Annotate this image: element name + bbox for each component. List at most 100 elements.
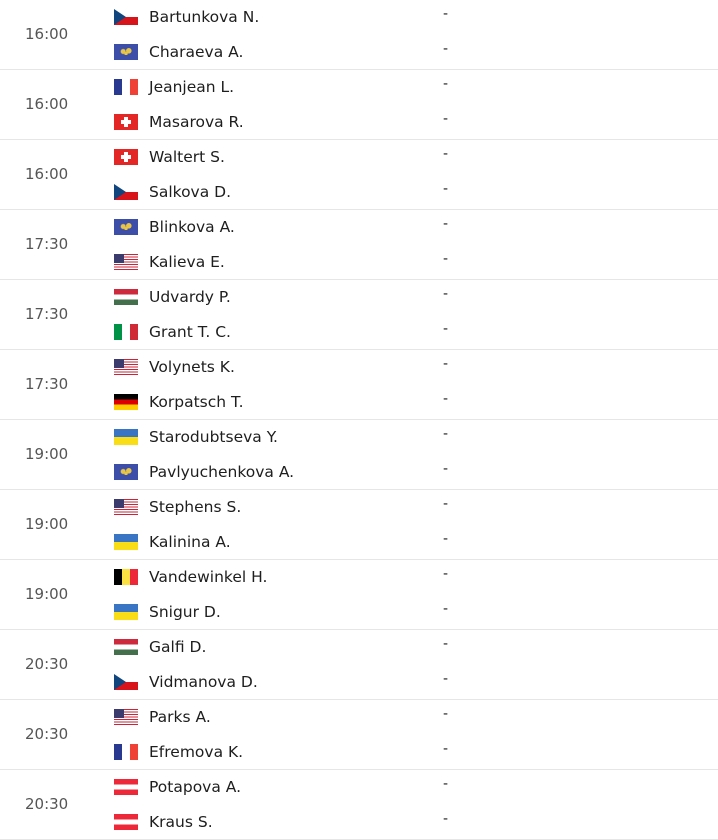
player: Salkova D. bbox=[114, 182, 231, 202]
flag-us-icon bbox=[114, 499, 138, 515]
flag-ch-icon bbox=[114, 114, 138, 130]
player-name: Volynets K. bbox=[149, 358, 235, 376]
player-score: - bbox=[443, 776, 449, 792]
player-name: Kraus S. bbox=[149, 813, 213, 831]
player: Waltert S. bbox=[114, 147, 225, 167]
player-name: Korpatsch T. bbox=[149, 393, 244, 411]
player-score: - bbox=[443, 531, 449, 547]
player-name: Bartunkova N. bbox=[149, 8, 260, 26]
flag-world-icon bbox=[114, 219, 138, 235]
player: Snigur D. bbox=[114, 602, 221, 622]
flag-ch-icon bbox=[114, 149, 138, 165]
flag-us-icon bbox=[114, 254, 138, 270]
match-row[interactable]: 16:00 Jeanjean L. - Masarova R. - bbox=[0, 70, 718, 140]
player: Kraus S. bbox=[114, 812, 213, 832]
match-time: 16:00 bbox=[25, 25, 69, 43]
player-name: Starodubtseva Y. bbox=[149, 428, 278, 446]
player-name: Waltert S. bbox=[149, 148, 225, 166]
player-name: Salkova D. bbox=[149, 183, 232, 201]
flag-world-icon bbox=[114, 44, 138, 60]
flag-fr-icon bbox=[114, 744, 138, 760]
player-score: - bbox=[443, 181, 449, 197]
player-name: Galfi D. bbox=[149, 638, 207, 656]
player-score: - bbox=[443, 356, 449, 372]
player-score: - bbox=[443, 6, 449, 22]
match-time: 20:30 bbox=[25, 725, 69, 743]
player-name: Vidmanova D. bbox=[149, 673, 258, 691]
match-row[interactable]: 17:30 Blinkova A. - Kalieva E. - bbox=[0, 210, 718, 280]
player-score: - bbox=[443, 636, 449, 652]
player-score: - bbox=[443, 216, 449, 232]
match-time: 20:30 bbox=[25, 655, 69, 673]
match-row[interactable]: 20:30 Potapova A. - Kraus S. - bbox=[0, 770, 718, 840]
player-name: Charaeva A. bbox=[149, 43, 244, 61]
match-time: 16:00 bbox=[25, 165, 69, 183]
player-score: - bbox=[443, 566, 449, 582]
player: Masarova R. bbox=[114, 112, 244, 132]
player-name: Udvardy P. bbox=[149, 288, 231, 306]
player-score: - bbox=[443, 251, 449, 267]
flag-cz-icon bbox=[114, 674, 138, 690]
player: Volynets K. bbox=[114, 357, 235, 377]
player: Kalieva E. bbox=[114, 252, 225, 272]
match-row[interactable]: 17:30 Volynets K. - Korpatsch T. - bbox=[0, 350, 718, 420]
player-name: Masarova R. bbox=[149, 113, 244, 131]
match-row[interactable]: 19:00 Starodubtseva Y. - Pavlyuchenkova … bbox=[0, 420, 718, 490]
player-name: Parks A. bbox=[149, 708, 211, 726]
match-row[interactable]: 19:00 Stephens S. - Kalinina A. - bbox=[0, 490, 718, 560]
player-name: Efremova K. bbox=[149, 743, 244, 761]
player-name: Kalieva E. bbox=[149, 253, 225, 271]
match-time: 17:30 bbox=[25, 375, 69, 393]
player-name: Kalinina A. bbox=[149, 533, 231, 551]
match-row[interactable]: 20:30 Galfi D. - Vidmanova D. - bbox=[0, 630, 718, 700]
player-score: - bbox=[443, 286, 449, 302]
flag-us-icon bbox=[114, 359, 138, 375]
flag-fr-icon bbox=[114, 79, 138, 95]
flag-ua-icon bbox=[114, 604, 138, 620]
flag-world-icon bbox=[114, 464, 138, 480]
match-row[interactable]: 16:00 Waltert S. - Salkova D. - bbox=[0, 140, 718, 210]
player: Udvardy P. bbox=[114, 287, 231, 307]
player-score: - bbox=[443, 41, 449, 57]
flag-it-icon bbox=[114, 324, 138, 340]
flag-hu-icon bbox=[114, 289, 138, 305]
player-score: - bbox=[443, 671, 449, 687]
player: Parks A. bbox=[114, 707, 211, 727]
player-score: - bbox=[443, 811, 449, 827]
match-row[interactable]: 20:30 Parks A. - Efremova K. - bbox=[0, 700, 718, 770]
player-score: - bbox=[443, 461, 449, 477]
player-score: - bbox=[443, 321, 449, 337]
flag-hu-icon bbox=[114, 639, 138, 655]
player: Kalinina A. bbox=[114, 532, 231, 552]
match-row[interactable]: 16:00 Bartunkova N. - Charaeva A. - bbox=[0, 0, 718, 70]
player: Vandewinkel H. bbox=[114, 567, 267, 587]
player: Potapova A. bbox=[114, 777, 241, 797]
player: Efremova K. bbox=[114, 742, 243, 762]
player-name: Jeanjean L. bbox=[149, 78, 235, 96]
flag-at-icon bbox=[114, 814, 138, 830]
flag-be-icon bbox=[114, 569, 138, 585]
player: Bartunkova N. bbox=[114, 7, 259, 27]
player: Grant T. C. bbox=[114, 322, 231, 342]
flag-cz-icon bbox=[114, 9, 138, 25]
match-time: 17:30 bbox=[25, 235, 69, 253]
flag-us-icon bbox=[114, 709, 138, 725]
player-score: - bbox=[443, 601, 449, 617]
player: Starodubtseva Y. bbox=[114, 427, 278, 447]
match-time: 16:00 bbox=[25, 95, 69, 113]
match-time: 19:00 bbox=[25, 585, 69, 603]
player-score: - bbox=[443, 706, 449, 722]
flag-cz-icon bbox=[114, 184, 138, 200]
match-time: 17:30 bbox=[25, 305, 69, 323]
flag-ua-icon bbox=[114, 429, 138, 445]
match-row[interactable]: 17:30 Udvardy P. - Grant T. C. - bbox=[0, 280, 718, 350]
player-name: Stephens S. bbox=[149, 498, 242, 516]
player: Korpatsch T. bbox=[114, 392, 244, 412]
player-score: - bbox=[443, 496, 449, 512]
player-score: - bbox=[443, 391, 449, 407]
match-row[interactable]: 19:00 Vandewinkel H. - Snigur D. - bbox=[0, 560, 718, 630]
match-time: 19:00 bbox=[25, 445, 69, 463]
player-name: Blinkova A. bbox=[149, 218, 235, 236]
flag-de-icon bbox=[114, 394, 138, 410]
